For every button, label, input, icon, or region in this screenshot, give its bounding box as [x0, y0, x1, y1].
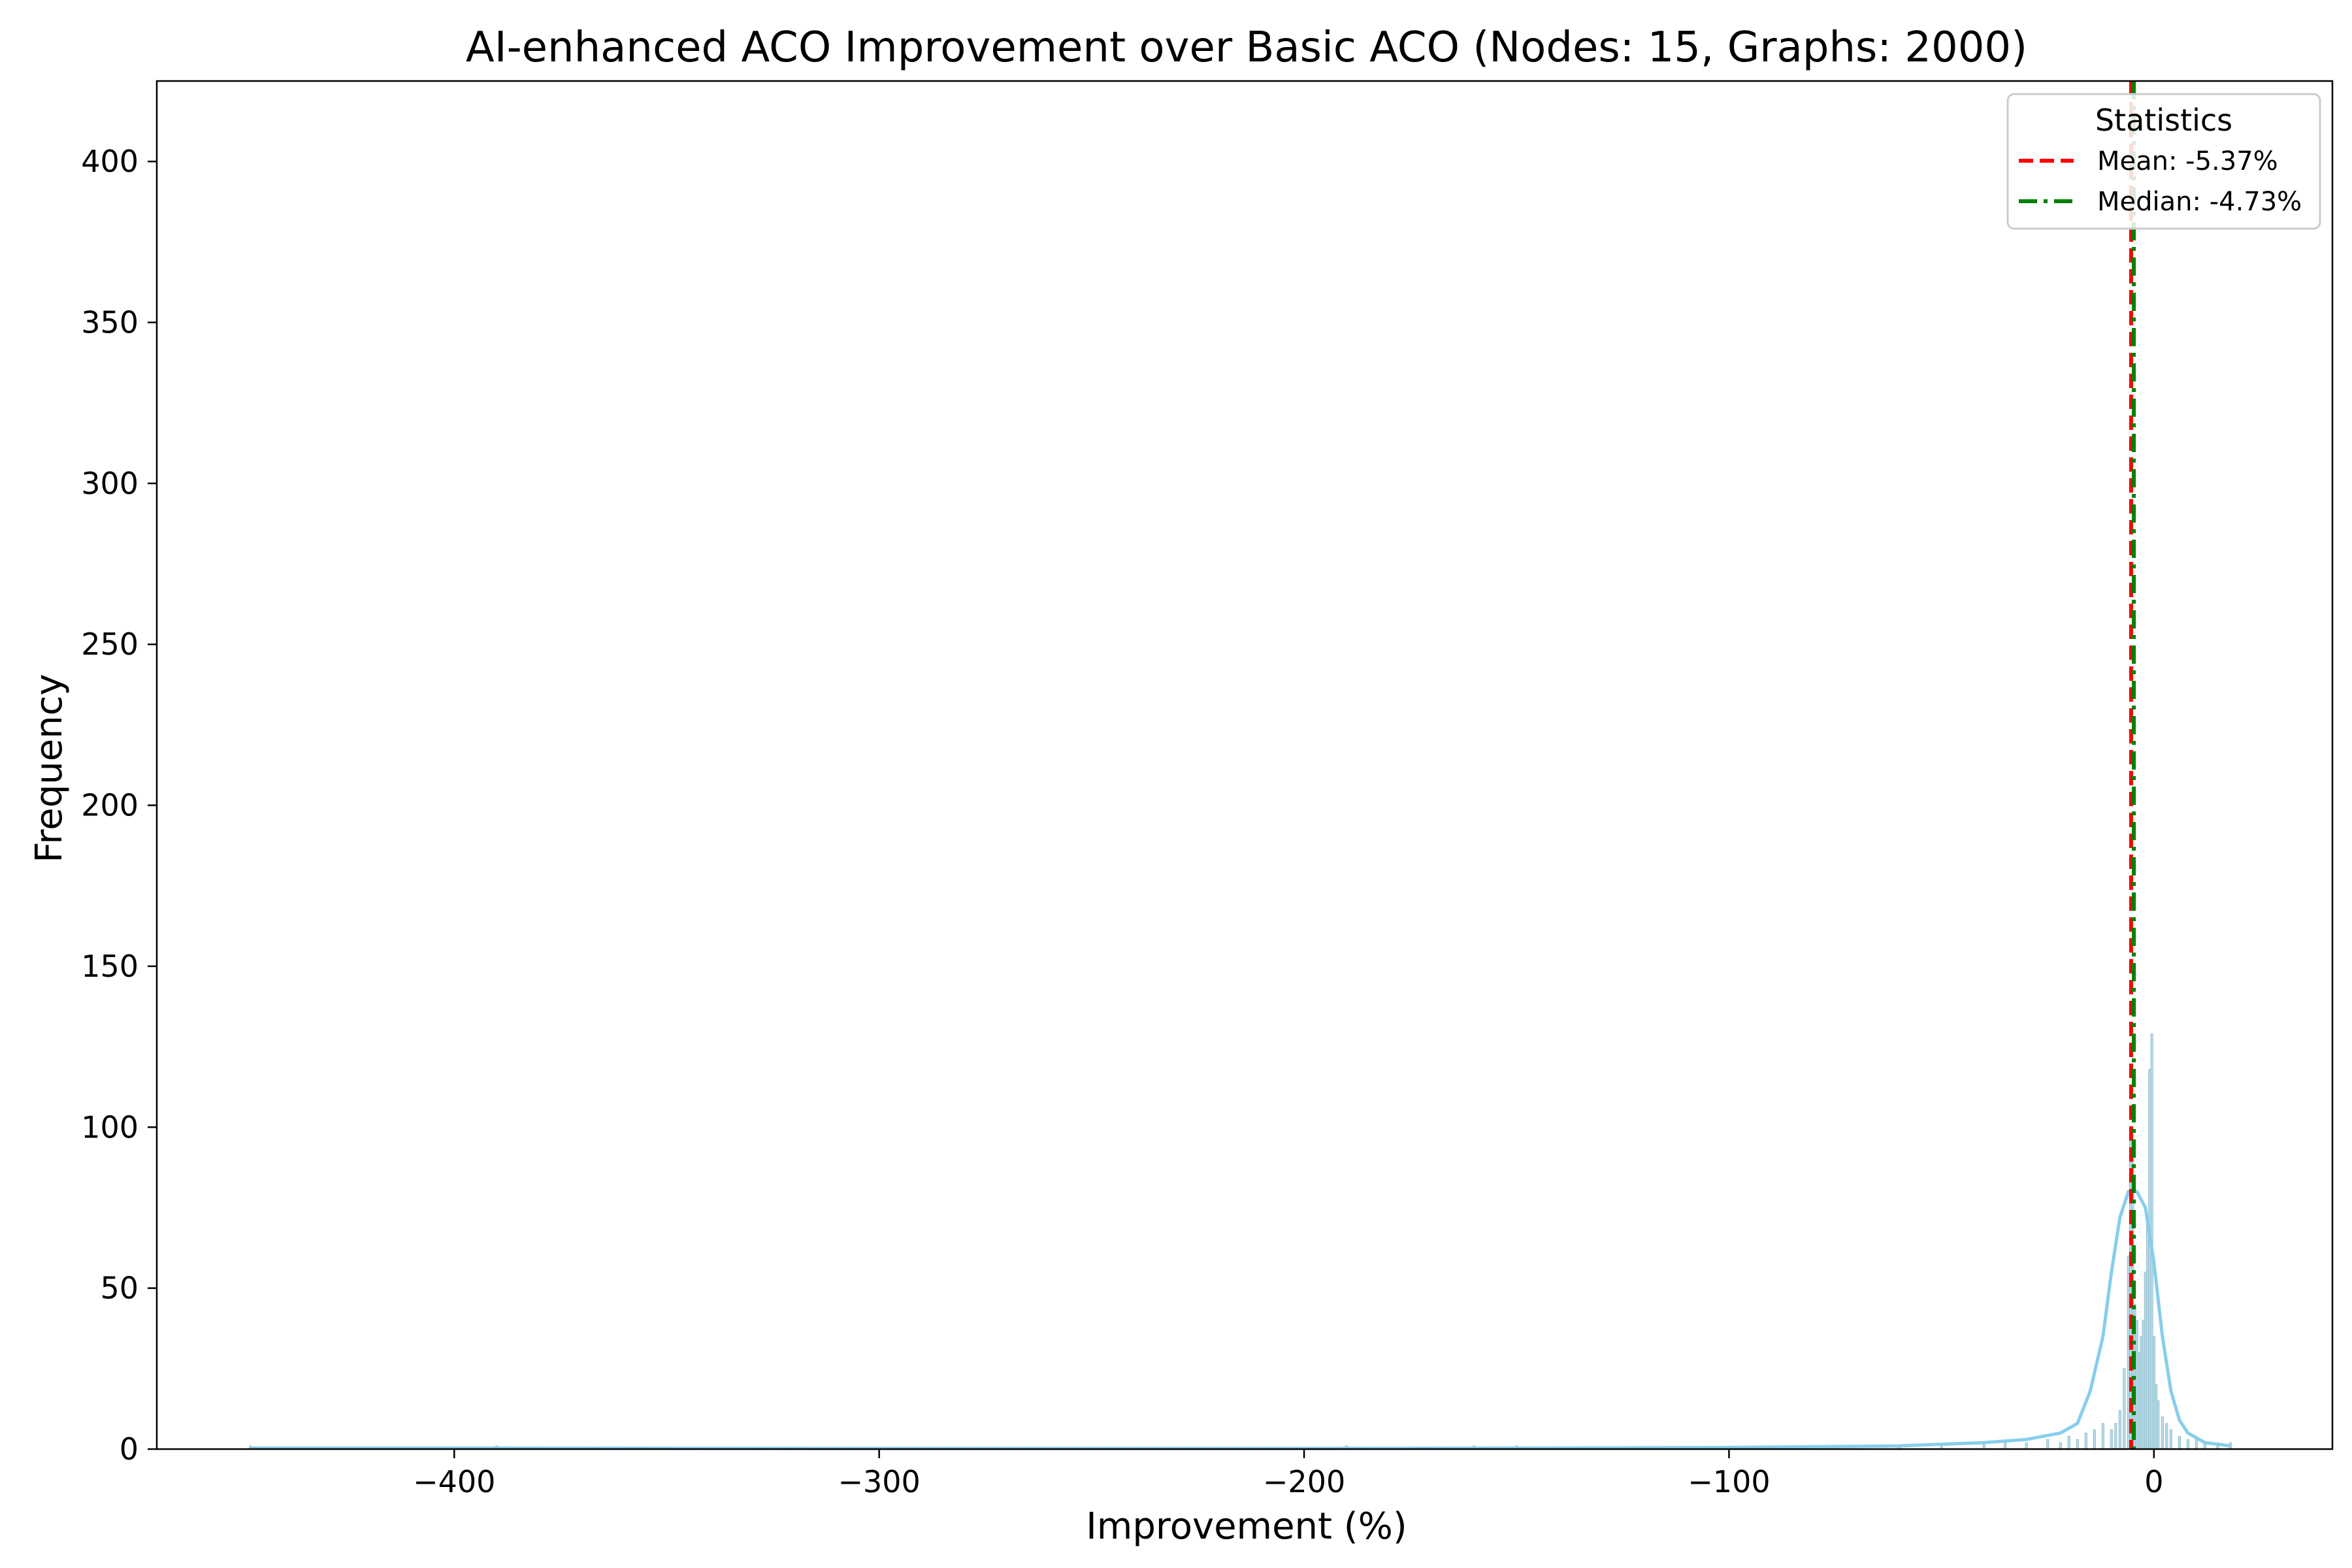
histogram-bar [2142, 1320, 2145, 1450]
histogram-bar [2165, 1423, 2168, 1450]
y-tick-label: 0 [120, 1431, 139, 1467]
chart-title: AI-enhanced ACO Improvement over Basic A… [466, 24, 2027, 72]
histogram-bar [2076, 1439, 2079, 1450]
y-tick-label: 50 [100, 1271, 139, 1306]
legend-median-label: Median: -4.73% [2097, 187, 2302, 217]
histogram-bar [2157, 1400, 2160, 1450]
x-tick-label: −200 [1263, 1464, 1345, 1499]
histogram-bar [2146, 1223, 2149, 1450]
histogram-bar [2195, 1439, 2198, 1450]
legend: Statistics Mean: -5.37% Median: -4.73% [2006, 93, 2321, 230]
histogram-bar [2138, 1352, 2141, 1450]
histogram-bar [2084, 1432, 2087, 1450]
axes [155, 80, 2334, 1450]
histogram-bar [2110, 1429, 2113, 1450]
histogram-bar [2025, 1442, 2028, 1450]
legend-title: Statistics [2095, 103, 2232, 138]
histogram-bar [2123, 1368, 2126, 1450]
y-tick-label: 150 [81, 949, 139, 984]
y-tick-label: 350 [81, 305, 139, 340]
x-tick-label: −100 [1688, 1464, 1770, 1499]
plot-area [157, 81, 2332, 1449]
reference-lines [2129, 81, 2136, 1449]
histogram-bar [2161, 1416, 2164, 1450]
y-tick-label: 300 [81, 466, 139, 501]
histogram-bar [2155, 1384, 2158, 1450]
histogram-bar [2144, 1271, 2147, 1450]
histogram-bar [2186, 1439, 2189, 1450]
y-axis-ticks: 0 50 100 150 200 250 300 350 400 [81, 144, 157, 1467]
legend-box [2006, 93, 2321, 230]
x-tick-label: −300 [838, 1464, 920, 1499]
legend-mean-label: Mean: -5.37% [2097, 146, 2278, 176]
histogram-bar [2140, 1336, 2143, 1450]
histogram-bar [2178, 1435, 2181, 1450]
histogram-bar [2004, 1442, 2007, 1450]
histogram-bar [2118, 1410, 2121, 1450]
histogram-bar [2148, 1069, 2151, 1450]
histogram-bar [2067, 1435, 2070, 1450]
y-tick-label: 100 [81, 1109, 139, 1145]
x-tick-label: 0 [2144, 1464, 2163, 1499]
y-tick-label: 200 [81, 788, 139, 823]
x-axis-label: Improvement (%) [1086, 1505, 1407, 1548]
x-axis-ticks: −400 −300 −200 −100 0 [413, 1449, 2163, 1499]
plot-background [157, 81, 2332, 1449]
histogram-bar [2059, 1442, 2062, 1450]
histogram-bar [2135, 1320, 2138, 1450]
histogram-bar [2093, 1429, 2096, 1450]
histogram-bar [2169, 1429, 2172, 1450]
kde-curve [250, 1190, 2231, 1450]
y-axis-label: Frequency [28, 674, 71, 862]
histogram-bar [2152, 1336, 2155, 1450]
axes-frame [155, 80, 2334, 1450]
y-tick-label: 400 [81, 144, 139, 179]
x-tick-label: −400 [413, 1464, 495, 1499]
histogram-bar [2101, 1423, 2104, 1450]
kde-line [250, 1190, 2231, 1450]
y-tick-label: 250 [81, 627, 139, 662]
histogram-bar [2046, 1439, 2050, 1450]
histogram-bar [2114, 1423, 2117, 1450]
